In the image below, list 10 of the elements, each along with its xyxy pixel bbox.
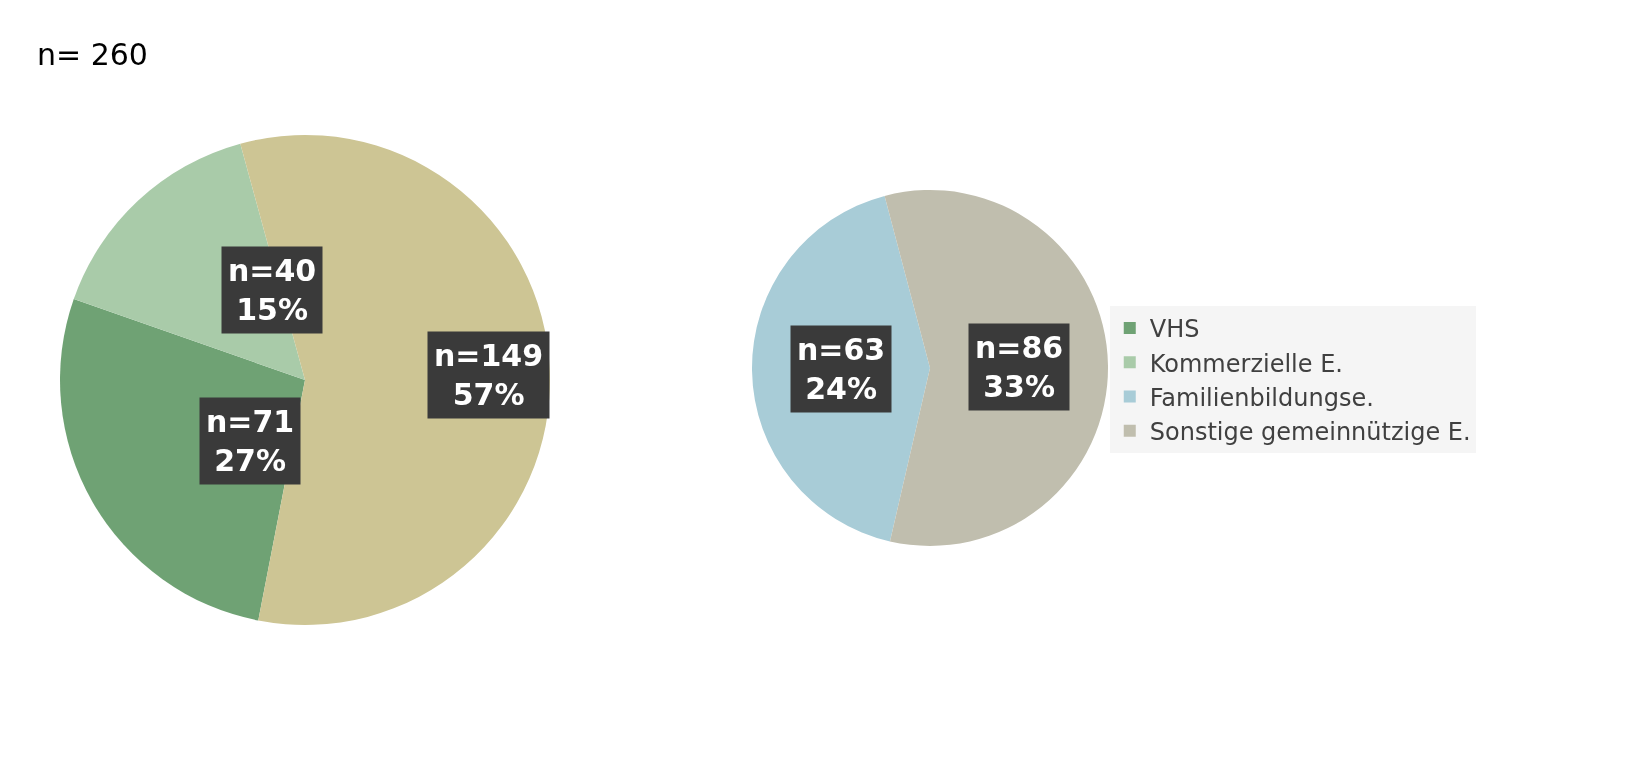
chart-title: n= 260 — [37, 37, 148, 72]
legend-label: Sonstige gemeinnützige E. — [1149, 418, 1471, 447]
legend-label: VHS — [1149, 315, 1200, 344]
data-label: n=63 24% — [797, 332, 886, 406]
legend-label: Familienbildungse. — [1149, 383, 1374, 412]
data-label: n=40 15% — [228, 253, 317, 327]
data-label: n=86 33% — [975, 330, 1064, 404]
data-label: n=149 57% — [434, 338, 544, 412]
legend-label: Kommerzielle E. — [1149, 349, 1343, 378]
data-label: n=71 27% — [206, 404, 295, 478]
